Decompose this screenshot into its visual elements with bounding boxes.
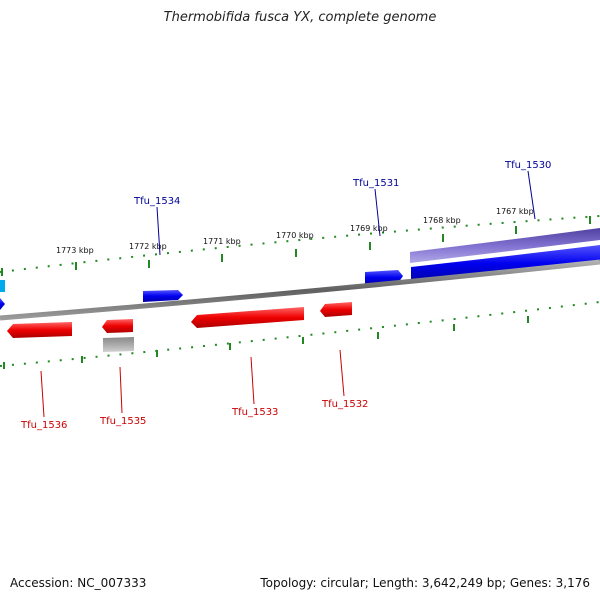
forward-gene-edge[interactable]	[0, 298, 5, 310]
kbp-label: 1770 kbp	[276, 231, 314, 240]
accession-value: NC_007333	[77, 576, 147, 590]
connector-tfu-1532	[339, 349, 345, 397]
gene-label-tfu-1535[interactable]: Tfu_1535	[99, 416, 146, 427]
gene-label-tfu-1533[interactable]: Tfu_1533	[231, 407, 278, 418]
connector-tfu-1531	[374, 188, 381, 237]
pseudo-gene-bar[interactable]	[103, 337, 134, 352]
inner-tick-dots	[0, 301, 600, 367]
connector-tfu-1533	[250, 356, 255, 405]
kbp-label: 1769 kbp	[350, 224, 388, 233]
gene-label-tfu-1532[interactable]: Tfu_1532	[321, 399, 368, 410]
inner-tick-track	[0, 301, 600, 369]
gene-tfu-1534-arrow[interactable]	[143, 290, 183, 302]
gene-tfu-1533-arrow[interactable]	[191, 307, 304, 328]
accession-info: Accession: NC_007333	[10, 576, 146, 590]
connector-tfu-1535	[119, 366, 123, 414]
reverse-strand-genes	[7, 302, 352, 352]
gene-tfu-1530-arrow[interactable]	[411, 245, 600, 282]
outer-tick-track	[0, 215, 600, 276]
connector-tfu-1534	[156, 206, 161, 256]
rna-region-bar[interactable]	[410, 228, 600, 263]
gene-tfu-1535-arrow[interactable]	[102, 319, 133, 333]
gene-label-tfu-1536[interactable]: Tfu_1536	[20, 420, 67, 431]
gene-label-tfu-1531[interactable]: Tfu_1531	[352, 178, 399, 189]
gene-labels: Tfu_1534 Tfu_1531 Tfu_1530 Tfu_1536 Tfu_…	[20, 160, 551, 431]
kbp-label: 1767 kbp	[496, 207, 534, 216]
connector-tfu-1530	[527, 170, 536, 220]
connector-tfu-1536	[40, 370, 45, 418]
kbp-label: 1771 kbp	[203, 237, 241, 246]
topology-info: Topology: circular; Length: 3,642,249 bp…	[260, 576, 590, 590]
gene-tfu-1536-arrow[interactable]	[7, 322, 72, 338]
gene-tfu-1532-arrow[interactable]	[320, 302, 352, 317]
kbp-label: 1768 kbp	[423, 216, 461, 225]
forward-gene-edge-cyan[interactable]	[0, 280, 5, 292]
accession-label: Accession:	[10, 576, 74, 590]
outer-tick-dots	[0, 215, 600, 273]
genome-backbone	[0, 259, 600, 321]
kbp-label: 1773 kbp	[56, 246, 94, 255]
kbp-label: 1772 kbp	[129, 242, 167, 251]
gene-label-tfu-1530[interactable]: Tfu_1530	[504, 160, 551, 171]
kbp-tick-labels: 1773 kbp 1772 kbp 1771 kbp 1770 kbp 1769…	[56, 207, 534, 255]
gene-label-tfu-1534[interactable]: Tfu_1534	[133, 196, 180, 207]
label-connectors	[40, 170, 536, 418]
figure-title: Thermobifida fusca YX, complete genome	[163, 10, 437, 25]
